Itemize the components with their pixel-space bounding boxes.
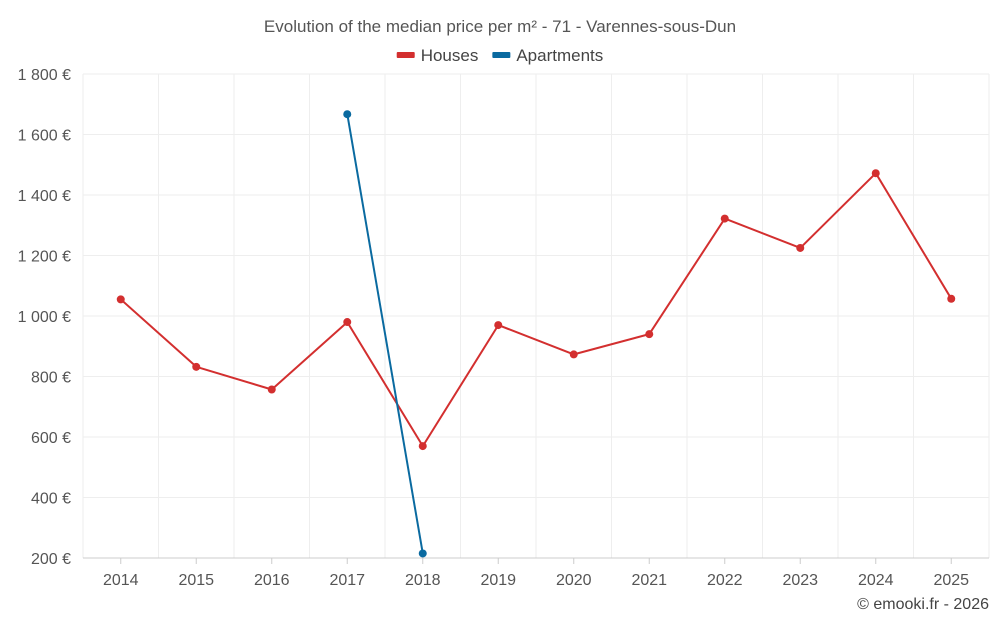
x-tick-label: 2016 xyxy=(254,572,290,589)
x-tick-label: 2022 xyxy=(707,572,743,589)
data-point-houses[interactable] xyxy=(418,442,427,451)
data-point-houses[interactable] xyxy=(494,321,503,330)
x-tick-label: 2021 xyxy=(631,572,667,589)
data-point-apartments[interactable] xyxy=(343,110,352,119)
y-tick-label: 1 400 € xyxy=(18,188,71,205)
y-tick-label: 1 200 € xyxy=(18,249,71,266)
credit-text: © emooki.fr - 2026 xyxy=(857,596,989,613)
chart-title: Evolution of the median price per m² - 7… xyxy=(264,17,736,36)
y-tick-label: 1 600 € xyxy=(18,128,71,145)
data-point-houses[interactable] xyxy=(116,295,125,304)
y-tick-label: 1 000 € xyxy=(18,309,71,326)
legend-label: Houses xyxy=(421,46,479,65)
x-tick-label: 2019 xyxy=(480,572,516,589)
x-tick-label: 2023 xyxy=(782,572,818,589)
data-point-houses[interactable] xyxy=(569,350,578,359)
legend-label: Apartments xyxy=(516,46,603,65)
x-tick-label: 2024 xyxy=(858,572,894,589)
data-point-houses[interactable] xyxy=(796,243,805,252)
axes: 200 € 400 € 600 € 800 € 1 000 € 1 200 € 1 400 … xyxy=(18,67,989,589)
legend: Houses Apartments xyxy=(396,46,603,65)
series-layer xyxy=(116,110,956,558)
x-tick-label: 2017 xyxy=(329,572,365,589)
x-tick-label: 2015 xyxy=(178,572,214,589)
x-tick-label: 2025 xyxy=(933,572,969,589)
x-tick-label: 2014 xyxy=(103,572,139,589)
data-point-houses[interactable] xyxy=(192,362,201,371)
data-point-houses[interactable] xyxy=(343,318,352,327)
y-tick-label: 1 800 € xyxy=(18,67,71,84)
x-tick-label: 2018 xyxy=(405,572,441,589)
data-point-houses[interactable] xyxy=(645,330,654,339)
data-point-apartments[interactable] xyxy=(418,549,427,558)
y-tick-label: 800 € xyxy=(31,370,71,387)
legend-item-houses[interactable]: Houses xyxy=(396,46,479,65)
series-line-apartments xyxy=(346,114,424,554)
legend-swatch xyxy=(396,52,415,58)
data-point-houses[interactable] xyxy=(267,385,276,394)
legend-item-apartments[interactable]: Apartments xyxy=(492,46,603,65)
data-point-houses[interactable] xyxy=(947,294,956,303)
series-apartments xyxy=(343,110,427,558)
y-tick-label: 200 € xyxy=(31,551,71,568)
x-tick-label: 2020 xyxy=(556,572,592,589)
series-line-houses xyxy=(120,172,953,448)
data-point-houses[interactable] xyxy=(720,214,729,223)
legend-swatch xyxy=(492,52,511,58)
data-point-houses[interactable] xyxy=(871,169,880,178)
series-houses xyxy=(116,169,956,451)
y-tick-label: 600 € xyxy=(31,430,71,447)
grid xyxy=(82,73,990,558)
y-tick-label: 400 € xyxy=(31,491,71,508)
